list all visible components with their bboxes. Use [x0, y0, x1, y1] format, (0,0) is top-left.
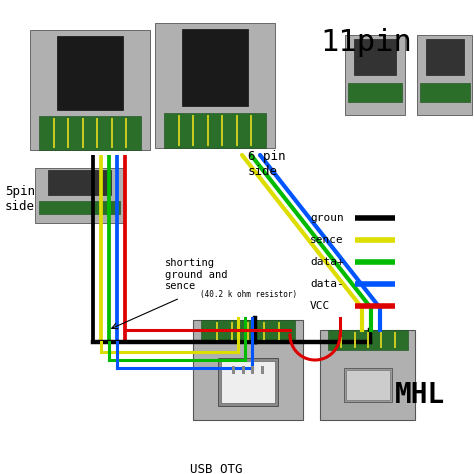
Bar: [236, 115, 238, 146]
Text: 11pin: 11pin: [320, 28, 412, 57]
Bar: [182, 29, 248, 106]
Bar: [35, 167, 125, 222]
Bar: [426, 39, 464, 75]
Bar: [247, 322, 249, 340]
Bar: [218, 358, 278, 406]
Text: 6 pin
side: 6 pin side: [248, 150, 285, 178]
Bar: [278, 322, 280, 340]
Bar: [82, 118, 84, 148]
Bar: [381, 332, 383, 348]
Bar: [57, 36, 123, 110]
Bar: [164, 112, 266, 147]
Bar: [111, 118, 113, 148]
Bar: [263, 322, 264, 340]
Bar: [192, 115, 194, 146]
Bar: [348, 83, 402, 102]
Bar: [328, 330, 409, 350]
Text: data+: data+: [310, 257, 344, 267]
Bar: [207, 115, 209, 146]
Bar: [48, 170, 111, 195]
Bar: [39, 117, 141, 150]
Text: sence: sence: [310, 235, 344, 245]
Bar: [67, 118, 69, 148]
Text: 5pin
side: 5pin side: [5, 185, 35, 213]
Bar: [201, 320, 295, 342]
Text: USB OTG: USB OTG: [190, 463, 243, 474]
Bar: [232, 366, 235, 374]
Text: (40.2 k ohm resistor): (40.2 k ohm resistor): [200, 290, 297, 299]
Text: VCC: VCC: [310, 301, 330, 311]
Bar: [367, 332, 369, 348]
Bar: [354, 39, 396, 75]
Bar: [250, 115, 253, 146]
Bar: [39, 201, 120, 214]
Bar: [53, 118, 55, 148]
Bar: [354, 332, 356, 348]
Text: groun: groun: [310, 213, 344, 223]
Bar: [126, 118, 128, 148]
Bar: [340, 332, 342, 348]
Bar: [344, 368, 392, 402]
Text: MHL: MHL: [395, 381, 445, 409]
Text: shorting
ground and
sence: shorting ground and sence: [165, 258, 228, 291]
Bar: [96, 118, 98, 148]
Bar: [345, 35, 405, 115]
Bar: [394, 332, 396, 348]
Bar: [251, 366, 255, 374]
Bar: [221, 115, 223, 146]
Bar: [216, 322, 218, 340]
Bar: [231, 322, 233, 340]
Bar: [420, 83, 470, 102]
Bar: [178, 115, 180, 146]
Bar: [320, 330, 416, 420]
Text: data-: data-: [310, 279, 344, 289]
Bar: [346, 370, 390, 400]
Bar: [155, 22, 275, 147]
Bar: [261, 366, 264, 374]
Bar: [30, 30, 150, 150]
Bar: [193, 320, 303, 420]
Bar: [221, 361, 275, 403]
Bar: [242, 366, 245, 374]
Bar: [418, 35, 473, 115]
